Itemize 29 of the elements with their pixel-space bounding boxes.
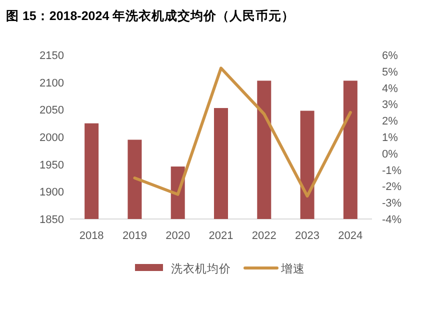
legend-label: 洗衣机均价 [171,262,231,276]
x-tick-label: 2018 [79,230,104,242]
x-tick-label: 2024 [338,230,363,242]
y2-tick-label: 5% [382,66,398,78]
y-tick-label: 2100 [40,77,64,90]
y2-tick-label: 6% [382,50,398,62]
y-tick-label: 2000 [40,132,64,144]
x-tick-label: 2021 [208,230,234,242]
y-tick-label: 1900 [40,186,64,199]
y2-tick-label: 2% [382,116,398,128]
y-tick-label: 1950 [40,159,64,172]
legend-label: 增速 [280,262,305,276]
y2-tick-label: 4% [382,82,398,95]
y2-tick-label: -1% [382,164,402,177]
y-tick-label: 2050 [40,104,64,117]
y2-tick-label: 1% [382,132,398,144]
y2-tick-label: 0% [382,148,398,160]
chart-title: 图 15：2018-2024 年洗衣机成交均价（人民币元） [6,8,295,23]
y2-tick-label: 3% [382,99,398,112]
line-series [133,66,352,198]
y-tick-label: 1850 [40,214,64,226]
x-tick-label: 2020 [166,230,190,242]
x-tick-label: 2023 [295,230,320,242]
x-tick-label: 2019 [122,230,147,242]
x-tick-label: 2022 [252,230,276,242]
y-tick-label: 2150 [40,50,64,62]
y2-tick-label: -2% [382,181,402,194]
y2-tick-label: -3% [382,198,402,210]
y2-tick-label: -4% [382,214,402,226]
